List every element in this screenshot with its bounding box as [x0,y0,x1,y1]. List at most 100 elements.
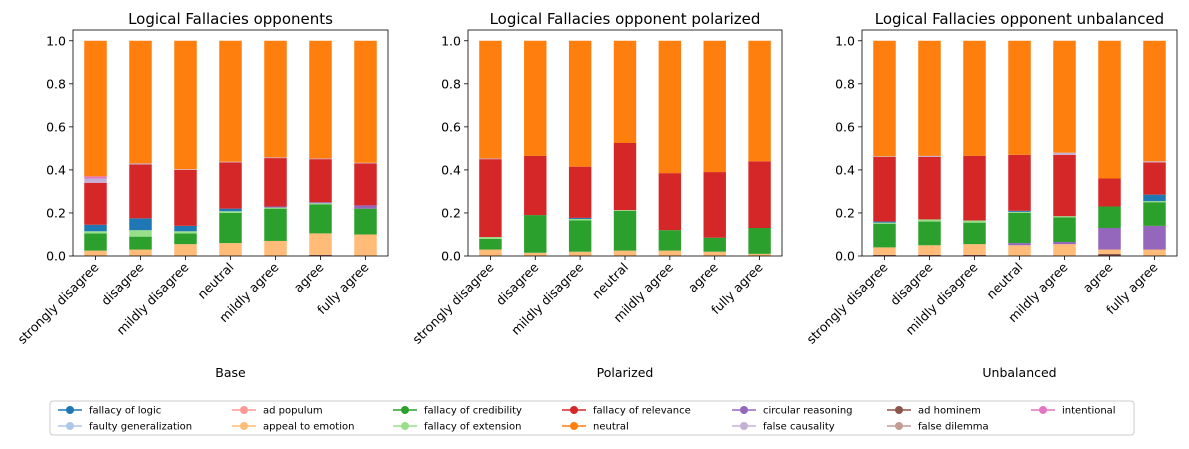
legend-marker-false-causality [740,422,748,430]
legend-label: circular reasoning [763,406,853,417]
bar-segment-neutral [963,40,986,156]
y-tick-label: 0.8 [835,76,855,91]
bar-segment-fallacy-of-logic [219,208,242,212]
legend-label: ad populum [263,406,323,417]
legend-marker-faulty-generalization [66,422,74,430]
bar-segment-fallacy-of-relevance [129,164,152,219]
bar-segment-neutral [1143,40,1166,162]
legend-frame [49,400,1135,436]
legend-label: neutral [593,422,629,433]
bar-segment-appeal-to-emotion [873,247,896,255]
bar-segment-circular-reasoning [1008,243,1031,246]
y-tick-label: 0.2 [835,205,855,220]
legend-marker-ad-hominem [895,406,903,414]
bar-segment-fallacy-of-relevance [613,143,637,211]
bar-segment-ad-hominem [963,254,986,256]
bar-segment-fallacy-of-relevance [748,161,771,229]
y-tick-label: 0.0 [835,249,855,264]
bar-segment-fallacy-of-logic [84,224,107,232]
bar-segment-fallacy-of-extension [568,218,592,221]
bar-segment-fallacy-of-relevance [1008,154,1031,211]
bar-segment-appeal-to-emotion [918,245,941,255]
legend-marker-ad-populum [240,406,248,414]
bar-segment-false-causality [354,162,377,164]
legend-marker-appeal-to-emotion [240,422,248,430]
bar-segment-fallacy-of-relevance [568,166,592,218]
bar-segment-fallacy-of-credibility [309,204,332,234]
y-tick-label: 0.2 [441,205,461,220]
bar-segment-fallacy-of-relevance [963,155,986,221]
bar-segment-neutral [84,40,107,177]
legend-label: fallacy of credibility [424,406,522,417]
y-tick-label: 0.0 [441,249,461,264]
bar-segment-fallacy-of-credibility [658,230,682,251]
legend-marker-fallacy-of-relevance [570,406,578,414]
y-tick-label: 1.0 [835,33,855,48]
bar-segment-fallacy-of-extension [1008,211,1031,213]
legend-marker-fallacy-of-extension [401,422,409,430]
bar-segment-fallacy-of-credibility [963,222,986,245]
bar-segment-false-causality [174,169,197,170]
bar-segment-appeal-to-emotion [524,252,547,256]
bar-segment-circular-reasoning [1098,228,1121,250]
bar-segment-fallacy-of-relevance [219,162,242,209]
bar-segment-fallacy-of-relevance [174,169,197,226]
legend-marker-intentional [1039,406,1047,414]
bar-segment-fallacy-of-credibility [1143,202,1166,226]
bar-segment-false-causality [129,163,152,165]
bar-segment-fallacy-of-extension [1143,201,1166,203]
bar-segment-fallacy-of-credibility [129,236,152,250]
bar-segment-fallacy-of-credibility [873,223,896,248]
bar-segment-appeal-to-emotion [1008,245,1031,256]
bar-segment-fallacy-of-relevance [873,156,896,222]
bar-segment-appeal-to-emotion [174,244,197,256]
bar-segment-fallacy-of-credibility [219,212,242,244]
bar-segment-fallacy-of-logic [1008,210,1031,212]
x-tick-label: neutral [589,260,631,302]
bar-segment-fallacy-of-relevance [309,159,332,203]
bar-segment-fallacy-of-relevance [1143,162,1166,195]
y-tick-label: 1.0 [46,33,66,48]
bar-segment-false-causality [918,155,941,157]
x-tick-label: agree [291,259,327,295]
bar-segment-fallacy-of-relevance [1098,178,1121,207]
bar-segment-neutral [264,40,287,158]
legend-marker-neutral [570,422,578,430]
x-tick-label: strongly disagree [409,259,496,346]
y-tick-label: 0.0 [46,249,66,264]
bar-segment-fallacy-of-extension [219,211,242,213]
bar-segment-neutral [1008,40,1031,155]
bar-segment-appeal-to-emotion [963,244,986,255]
bar-segment-appeal-to-emotion [309,233,332,255]
bar-segment-fallacy-of-logic [129,218,152,231]
bar-segment-appeal-to-emotion [658,250,682,256]
bar-segment-appeal-to-emotion [748,253,771,256]
bar-segment-fallacy-of-extension [84,231,107,234]
legend-label: faulty generalization [89,422,192,433]
bar-segment-neutral [309,40,332,159]
y-tick-label: 0.6 [835,119,855,134]
legend-label: fallacy of logic [89,406,161,417]
bar-segment-appeal-to-emotion [703,251,726,256]
bar-segment-circular-reasoning [309,202,332,204]
bar-segment-neutral [1053,40,1076,153]
bar-segment-circular-reasoning [354,205,377,209]
legend: fallacy of logic faulty generalization ad … [49,400,1135,436]
bar-segment-appeal-to-emotion [479,249,502,256]
y-tick-label: 0.8 [441,76,461,91]
bar-segment-neutral [568,40,592,167]
legend-label: false dilemma [918,422,989,433]
bar-segment-fallacy-of-logic [1143,194,1166,202]
bar-segment-fallacy-of-credibility [264,208,287,241]
bar-segment-fallacy-of-credibility [1008,212,1031,244]
bar-segment-fallacy-of-credibility [1053,217,1076,243]
bar-segment-neutral [479,40,502,159]
legend-marker-circular-reasoning [740,406,748,414]
legend-marker-fallacy-of-credibility [401,406,409,414]
bar-segment-appeal-to-emotion [1053,244,1076,256]
bar-segment-fallacy-of-credibility [84,233,107,251]
bar-segment-fallacy-of-relevance [524,155,547,216]
